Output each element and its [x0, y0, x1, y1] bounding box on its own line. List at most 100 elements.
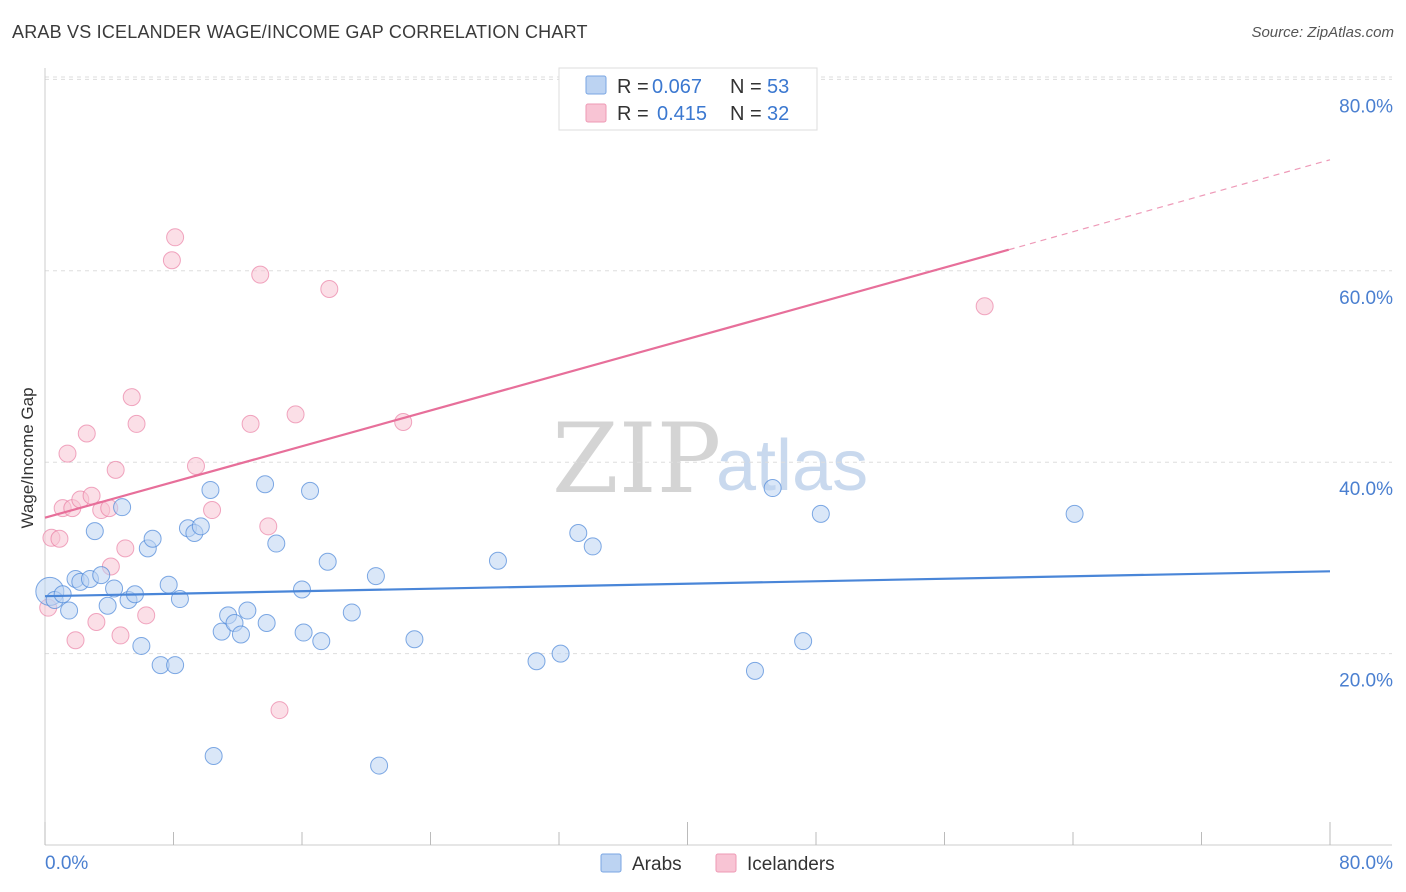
- icelander-point: [320, 279, 339, 298]
- arabs-trend-line: [44, 570, 1331, 598]
- arab-point: [204, 746, 223, 765]
- arab-point: [763, 479, 782, 498]
- arab-point: [267, 534, 286, 553]
- icelander-point: [203, 501, 222, 520]
- x-tick-label-min: 0.0%: [45, 853, 88, 874]
- arab-point: [60, 601, 79, 620]
- arab-point: [370, 756, 389, 775]
- arab-point: [170, 590, 189, 609]
- arab-point: [132, 636, 151, 655]
- arab-point: [312, 632, 331, 651]
- arab-point: [231, 625, 250, 644]
- arab-point: [366, 567, 385, 586]
- watermark-atlas: atlas: [716, 426, 868, 506]
- icelander-point: [82, 486, 101, 505]
- y-tick-label: 20.0%: [1339, 671, 1393, 692]
- bottom-legend-label-icelanders: Icelanders: [747, 854, 835, 875]
- icelander-point: [116, 539, 135, 558]
- arab-point: [166, 656, 185, 675]
- arab-point: [92, 566, 111, 585]
- legend-swatch-icelanders: [585, 103, 607, 123]
- legend-r-label-icelanders: R =: [617, 103, 649, 125]
- icelander-point: [166, 228, 185, 247]
- icelander-point: [241, 414, 260, 433]
- icelander-point: [106, 460, 125, 479]
- arab-point: [98, 596, 117, 615]
- bottom-legend-swatch-arabs: [600, 853, 622, 873]
- arab-point: [256, 475, 275, 494]
- arabs-series: [35, 475, 1084, 775]
- arab-point: [811, 504, 830, 523]
- legend-r-value-icelanders: 0.415: [657, 103, 707, 125]
- arab-point: [1065, 504, 1084, 523]
- arab-point: [405, 630, 424, 649]
- icelander-point: [162, 251, 181, 270]
- x-tick-label-max: 80.0%: [1339, 853, 1393, 874]
- icelander-point: [58, 444, 77, 463]
- icelander-point: [286, 405, 305, 424]
- icelander-point: [50, 529, 69, 548]
- arab-point: [212, 622, 231, 641]
- icelander-point: [77, 424, 96, 443]
- y-tick-label: 80.0%: [1339, 96, 1393, 117]
- arab-point: [238, 601, 257, 620]
- arab-point: [527, 652, 546, 671]
- arab-point: [342, 603, 361, 622]
- legend-n-value-icelanders: 32: [767, 103, 789, 125]
- trend-lines: [44, 159, 1331, 598]
- watermark-zip: ZIP: [552, 403, 721, 515]
- legend-n-value-arabs: 53: [767, 76, 789, 98]
- chart-source: Source: ZipAtlas.com: [1251, 24, 1394, 41]
- chart-title: ARAB VS ICELANDER WAGE/INCOME GAP CORREL…: [12, 22, 588, 42]
- legend-n-label-icelanders: N =: [730, 103, 762, 125]
- icelanders-trend-line: [44, 248, 1010, 519]
- icelander-point: [66, 631, 85, 650]
- y-tick-label: 60.0%: [1339, 288, 1393, 309]
- arab-point: [105, 579, 124, 598]
- legend-r-label-arabs: R =: [617, 76, 649, 98]
- arab-point: [794, 632, 813, 651]
- arab-point: [551, 644, 570, 663]
- y-tick-labels: 20.0% 40.0% 60.0% 80.0%: [1339, 96, 1393, 691]
- icelander-point: [122, 388, 141, 407]
- bottom-legend-swatch-icelanders: [715, 853, 737, 873]
- arab-point: [201, 480, 220, 499]
- arab-point: [488, 551, 507, 570]
- arab-point: [113, 498, 132, 517]
- icelander-point: [87, 613, 106, 632]
- legend-r-value-arabs: 0.067: [652, 76, 702, 98]
- arab-point: [583, 537, 602, 556]
- icelanders-trend-extension: [1008, 159, 1331, 251]
- bottom-legend: Arabs Icelanders: [600, 853, 835, 875]
- y-axis-title: Wage/Income Gap: [18, 387, 37, 528]
- y-tick-label: 40.0%: [1339, 479, 1393, 500]
- legend-swatch-arabs: [585, 75, 607, 95]
- icelander-point: [137, 606, 156, 625]
- arab-point: [745, 661, 764, 680]
- arab-point: [569, 524, 588, 543]
- arab-point: [143, 529, 162, 548]
- arab-point: [53, 585, 72, 604]
- icelander-point: [127, 414, 146, 433]
- icelander-point: [251, 265, 270, 284]
- icelander-point: [111, 626, 130, 645]
- arab-point: [85, 522, 104, 541]
- icelander-point: [975, 297, 994, 316]
- arab-point: [294, 623, 313, 642]
- arab-point: [301, 481, 320, 500]
- x-axis-ticks: [44, 822, 1331, 845]
- icelander-point: [186, 457, 205, 476]
- icelander-point: [270, 701, 289, 720]
- arab-point: [257, 613, 276, 632]
- arab-point: [293, 580, 311, 599]
- arab-point: [191, 517, 210, 536]
- icelanders-series: [39, 228, 994, 720]
- arab-point: [318, 552, 337, 571]
- arab-point: [159, 575, 178, 594]
- icelander-point: [259, 517, 278, 536]
- legend: R = 0.067 N = 53 R = 0.415 N = 32: [558, 67, 818, 131]
- bottom-legend-label-arabs: Arabs: [632, 854, 682, 875]
- legend-n-label-arabs: N =: [730, 76, 762, 98]
- gridlines: [45, 76, 1392, 655]
